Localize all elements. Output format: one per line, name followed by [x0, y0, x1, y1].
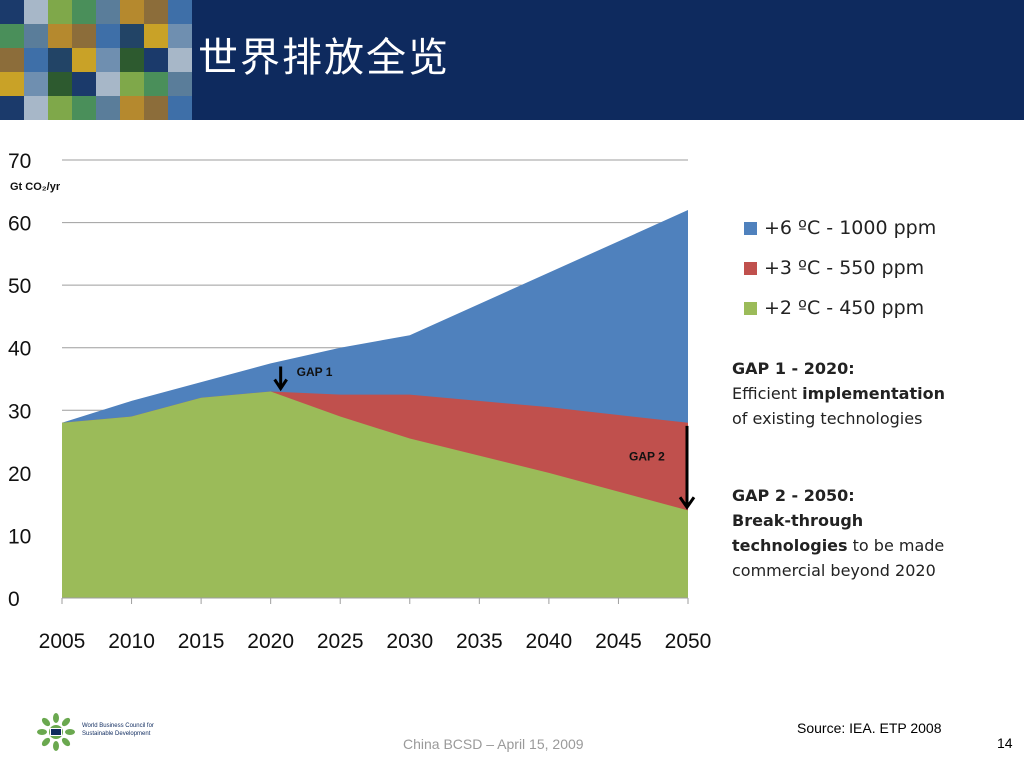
x-tick-label-2030: 2030: [386, 630, 433, 653]
slide-title: 世界排放全览: [198, 35, 450, 81]
gap1-title: GAP 1 - 2020:: [732, 359, 855, 378]
y-tick-label-50: 50: [8, 275, 31, 298]
legend-item-1: +6 ºC - 1000 ppm: [744, 208, 936, 248]
gap2-line3: commercial beyond 2020: [732, 561, 936, 580]
gap2-note: GAP 2 - 2050: Break-through technologies…: [732, 483, 944, 583]
gap2-line2-bold: technologies: [732, 536, 848, 555]
page-number: 14: [997, 735, 1013, 751]
x-tick-label-2050: 2050: [665, 630, 712, 653]
slide-header: 世界排放全览: [0, 0, 1024, 120]
wbcsd-logo-text: World Business Council for Sustainable D…: [82, 723, 154, 737]
chart-legend: +6 ºC - 1000 ppm +3 ºC - 550 ppm +2 ºC - 4…: [744, 208, 936, 328]
y-tick-label-30: 30: [8, 400, 31, 423]
y-axis-label: Gt CO₂/yr: [10, 181, 61, 193]
gap1-line2: of existing technologies: [732, 409, 923, 428]
gap1-line1-bold: implementation: [802, 384, 945, 403]
x-tick-label-2010: 2010: [108, 630, 155, 653]
legend-item-2: +3 ºC - 550 ppm: [744, 248, 936, 288]
x-tick-label-2025: 2025: [317, 630, 364, 653]
legend-label-1: +6 ºC - 1000 ppm: [764, 217, 937, 239]
gap2-line1: Break-through: [732, 511, 864, 530]
x-tick-label-2005: 2005: [39, 630, 86, 653]
source-citation: Source: IEA. ETP 2008: [797, 720, 942, 736]
gap2-label: GAP 2: [629, 449, 665, 463]
gap1-label: GAP 1: [297, 365, 333, 379]
wbcsd-logo-icon: [37, 713, 75, 751]
legend-swatch-1: [744, 221, 757, 235]
y-tick-label-60: 60: [8, 213, 31, 236]
y-tick-label-70: 70: [8, 150, 31, 173]
legend-label-2: +3 ºC - 550 ppm: [764, 257, 925, 279]
gap2-title: GAP 2 - 2050:: [732, 486, 855, 505]
x-tick-label-2015: 2015: [178, 630, 225, 653]
gap2-line2-plain: to be made: [847, 536, 945, 555]
footer-center-text: China BCSD – April 15, 2009: [403, 736, 584, 752]
x-tick-label-2045: 2045: [595, 630, 642, 653]
x-tick-label-2040: 2040: [526, 630, 573, 653]
photo-mosaic-image: [0, 0, 192, 120]
area-series-3: [62, 391, 688, 598]
x-tick-label-2035: 2035: [456, 630, 503, 653]
legend-item-3: +2 ºC - 450 ppm: [744, 288, 936, 328]
y-tick-label-20: 20: [8, 463, 31, 486]
wbcsd-logo: World Business Council for Sustainable D…: [36, 712, 166, 752]
legend-swatch-3: [744, 301, 757, 315]
y-tick-label-40: 40: [8, 338, 31, 361]
y-tick-label-10: 10: [8, 525, 31, 548]
gap1-arrow-head: [273, 378, 288, 392]
gap2-arrow-head: [678, 496, 696, 510]
y-tick-label-0: 0: [8, 588, 20, 611]
legend-label-3: +2 ºC - 450 ppm: [764, 297, 925, 319]
gap1-note: GAP 1 - 2020: Efficient implementation o…: [732, 356, 945, 431]
gap1-line1-plain: Efficient: [732, 384, 803, 403]
x-tick-label-2020: 2020: [247, 630, 294, 653]
legend-swatch-2: [744, 261, 757, 275]
